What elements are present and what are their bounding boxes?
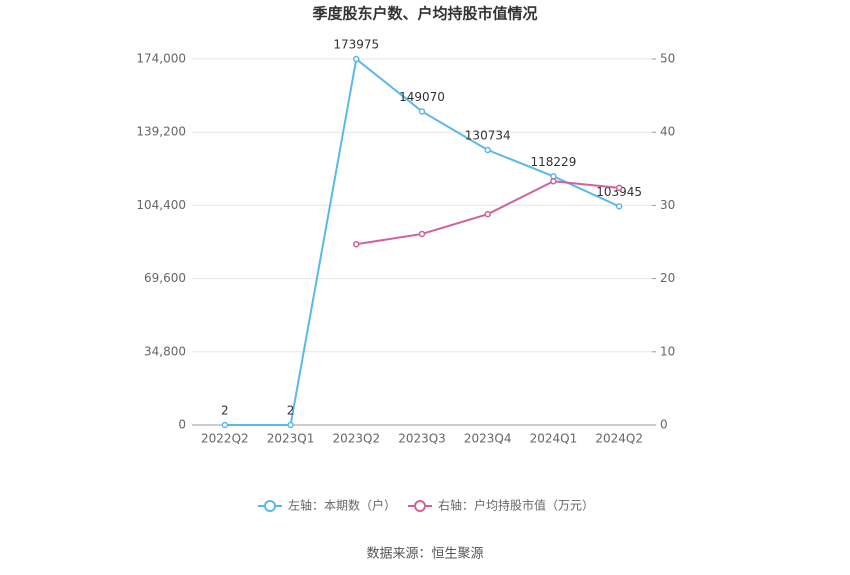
data-point — [353, 240, 360, 248]
data-point — [221, 421, 229, 429]
x-tick-label: 2024Q1 — [530, 432, 578, 446]
y-tick-label: 139,200 — [136, 125, 186, 139]
legend-marker — [264, 500, 276, 512]
x-tick-label: 2023Q2 — [332, 432, 380, 446]
data-point — [615, 184, 623, 192]
x-tick-label: 2023Q4 — [464, 432, 512, 446]
data-label: 118229 — [531, 155, 577, 169]
source-note: 数据来源：恒生聚源 — [366, 547, 483, 562]
x-tick-label: 2024Q2 — [595, 432, 643, 446]
data-label: 130734 — [465, 129, 511, 143]
data-point — [353, 55, 360, 63]
data-point — [550, 177, 557, 185]
data-label: 2 — [287, 403, 295, 417]
y2-tick-label: 50 — [660, 52, 675, 66]
x-tick-label: 2022Q2 — [201, 432, 249, 446]
y-tick-label: 34,800 — [144, 344, 186, 358]
y2-tick-label: 10 — [660, 344, 675, 358]
y-tick-label: 104,400 — [136, 198, 186, 212]
data-label: 149070 — [399, 90, 445, 104]
x-tick-label: 2023Q1 — [267, 432, 315, 446]
y2-tick-label: 30 — [660, 198, 675, 212]
legend-label: 右轴：户均持股市值（万元） — [438, 498, 594, 513]
data-point — [484, 210, 491, 218]
chart-title: 季度股东户数、户均持股市值情况 — [312, 5, 537, 23]
y-tick-label: 174,000 — [136, 52, 186, 66]
x-tick-label: 2023Q3 — [398, 432, 446, 446]
data-point — [615, 203, 623, 210]
data-point — [418, 108, 426, 115]
legend-marker — [414, 500, 426, 512]
data-point — [287, 421, 294, 429]
y2-tick-label: 0 — [660, 418, 668, 432]
legend-label: 左轴：本期数（户） — [288, 498, 396, 513]
data-label: 2 — [221, 403, 229, 417]
data-point — [418, 230, 426, 238]
data-label: 173975 — [333, 38, 379, 52]
y-tick-label: 69,600 — [144, 271, 186, 285]
data-point — [484, 146, 491, 154]
data-label: 103945 — [596, 185, 642, 199]
y-tick-label: 0 — [178, 418, 186, 432]
y2-tick-label: 20 — [660, 271, 675, 285]
y2-tick-label: 40 — [660, 125, 675, 139]
